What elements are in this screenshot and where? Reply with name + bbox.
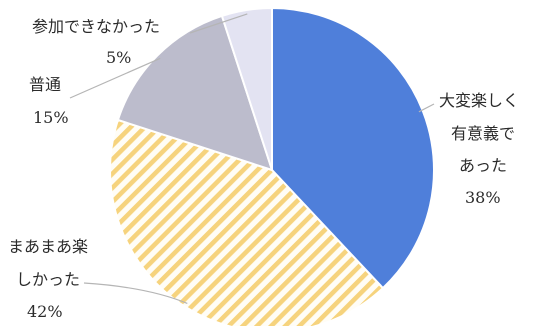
slice-label-line: まあまあ楽 xyxy=(8,237,88,256)
leader-line-normal xyxy=(69,57,161,99)
leader-line-fairly-enjoyable xyxy=(83,282,188,304)
pie-slice-could-not-attend xyxy=(220,6,273,171)
slice-label-could-not-attend: 参加できなかった 5% xyxy=(32,17,160,67)
leader-line-very-enjoyable xyxy=(418,103,435,113)
pie-slice-fairly-enjoyable xyxy=(109,118,385,326)
slice-label-line: 有意義で xyxy=(451,124,515,143)
pie-slices xyxy=(109,6,435,326)
slice-label-line: 参加できなかった xyxy=(32,17,160,36)
slice-label-fairly-enjoyable: まあまあ楽 しかった 42% xyxy=(8,237,88,321)
slice-label-line: あった xyxy=(459,156,507,175)
slice-label-normal: 普通 15% xyxy=(29,75,69,127)
slice-label-very-enjoyable: 大変楽しく 有意義で あった 38% xyxy=(439,91,519,207)
slice-percent-label: 5% xyxy=(106,48,131,67)
slice-label-line: しかった xyxy=(16,270,80,289)
slice-percent-label: 38% xyxy=(465,188,501,207)
slice-label-line: 普通 xyxy=(29,75,61,94)
leader-line-could-not-attend xyxy=(189,13,248,34)
slice-label-line: 大変楽しく xyxy=(439,91,519,110)
slice-percent-label: 42% xyxy=(27,302,63,321)
leader-lines xyxy=(69,13,435,304)
slice-percent-label: 15% xyxy=(33,108,69,127)
